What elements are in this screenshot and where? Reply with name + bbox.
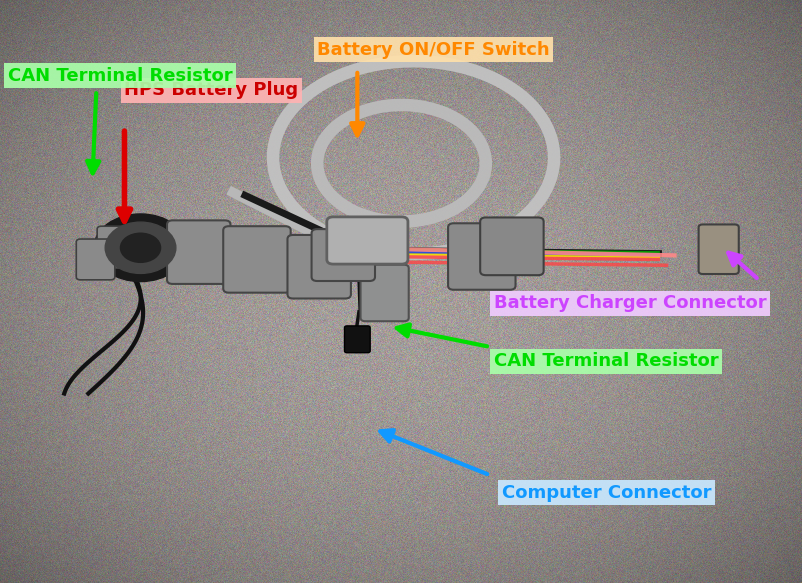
FancyBboxPatch shape (167, 220, 230, 284)
FancyBboxPatch shape (223, 226, 290, 293)
FancyBboxPatch shape (97, 226, 136, 268)
Text: HPS Battery Plug: HPS Battery Plug (124, 82, 298, 99)
Text: Computer Connector: Computer Connector (501, 484, 711, 501)
FancyBboxPatch shape (344, 326, 370, 353)
Circle shape (94, 214, 187, 282)
FancyBboxPatch shape (76, 239, 115, 280)
Text: Battery ON/OFF Switch: Battery ON/OFF Switch (317, 41, 549, 58)
FancyBboxPatch shape (480, 217, 543, 275)
FancyBboxPatch shape (287, 235, 350, 298)
Circle shape (120, 233, 160, 262)
FancyBboxPatch shape (311, 229, 375, 281)
FancyBboxPatch shape (326, 217, 407, 264)
Text: CAN Terminal Resistor: CAN Terminal Resistor (8, 67, 233, 85)
FancyBboxPatch shape (448, 223, 515, 290)
Text: CAN Terminal Resistor: CAN Terminal Resistor (493, 353, 718, 370)
FancyBboxPatch shape (698, 224, 738, 274)
Text: Battery Charger Connector: Battery Charger Connector (493, 294, 766, 312)
Circle shape (105, 222, 176, 273)
FancyBboxPatch shape (360, 265, 408, 321)
